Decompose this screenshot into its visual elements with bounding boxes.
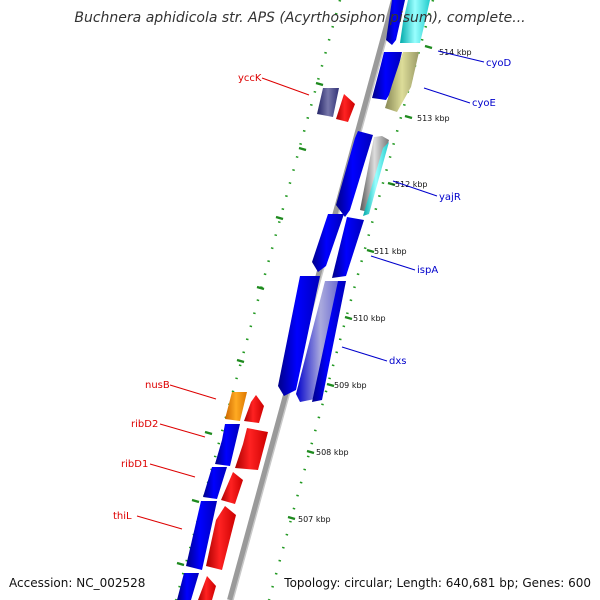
kbp-label-507: 507 kbp — [298, 515, 331, 524]
feature-red-ribD1 — [221, 472, 243, 504]
feature-red-nusB — [244, 395, 264, 423]
kbp-label-511: 511 kbp — [374, 247, 407, 256]
kbp-label-513: 513 kbp — [417, 114, 450, 123]
feature-nusB — [225, 392, 247, 421]
feature-blue-dxs-a — [278, 276, 320, 396]
gene-label-thiL: thiL — [113, 511, 132, 522]
tick-track-outer — [174, 0, 342, 600]
label-leaders — [136, 50, 485, 530]
feature-blue-ispA-b — [332, 217, 364, 278]
feature-blue-yajR — [336, 131, 373, 217]
gene-label-ispA: ispA — [417, 265, 438, 276]
kbp-label-508: 508 kbp — [316, 448, 349, 457]
feature-yajR-cyan — [363, 142, 389, 216]
tick-track-inner — [267, 0, 435, 600]
gene-label-yccK: yccK — [238, 73, 262, 84]
gene-label-cyoE: cyoE — [472, 98, 496, 109]
map-title: Buchnera aphidicola str. APS (Acyrthosip… — [74, 10, 525, 26]
feature-blue-ribD1 — [203, 467, 227, 499]
gene-label-cyoD: cyoD — [486, 58, 512, 69]
forward-features — [278, 0, 430, 402]
gene-label-ribD2: ribD2 — [131, 419, 158, 430]
feature-yccK-red — [336, 94, 355, 122]
feature-cyoE — [385, 52, 419, 112]
kbp-label-514: 514 kbp — [439, 48, 472, 57]
feature-blue-ispA-a — [312, 214, 344, 272]
feature-blue-bottom — [177, 573, 199, 600]
reverse-features — [177, 88, 355, 600]
feature-red-thiL — [206, 506, 236, 570]
feature-blue-thiL — [186, 501, 217, 570]
kbp-labels: 514 kbp 513 kbp -512 kbp 511 kbp 510 kbp… — [298, 48, 472, 524]
major-ticks — [176, 44, 433, 567]
kbp-label-509: 509 kbp — [334, 381, 367, 390]
feature-blue-ribD2 — [215, 424, 240, 466]
feature-red-ribD2 — [235, 428, 268, 470]
gene-label-yajR: yajR — [439, 192, 461, 203]
gene-label-nusB: nusB — [145, 380, 170, 391]
gene-label-dxs: dxs — [389, 356, 406, 367]
kbp-label-510: 510 kbp — [353, 314, 386, 323]
feature-blue-dxs-b — [312, 281, 346, 402]
feature-blue-cyoD-region — [372, 52, 402, 100]
accession-text: Accession: NC_002528 — [9, 576, 145, 590]
gene-label-ribD1: ribD1 — [121, 459, 148, 470]
topology-text: Topology: circular; Length: 640,681 bp; … — [283, 576, 591, 590]
gene-labels: yccK nusB ribD2 ribD1 thiL cyoD cyoE yaj… — [113, 58, 512, 522]
kbp-label-512: -512 kbp — [392, 180, 428, 189]
feature-blue-top — [386, 0, 405, 45]
feature-cyan — [400, 0, 430, 43]
feature-red-bottom — [198, 576, 216, 600]
feature-yccK-slate — [317, 88, 339, 117]
